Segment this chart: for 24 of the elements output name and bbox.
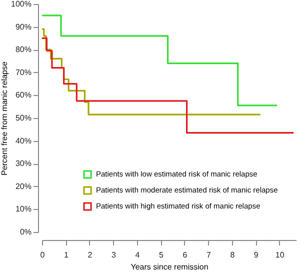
x-tick-label: 0 — [40, 250, 46, 260]
y-tick-label: 30% — [15, 159, 32, 168]
y-tick-label: 50% — [15, 114, 32, 122]
x-tick-label: 7 — [206, 250, 212, 260]
y-tick-label: 10% — [15, 204, 32, 214]
y-tick-label: 90% — [15, 22, 32, 32]
x-tick-label: 9 — [254, 250, 259, 260]
y-axis-title: Percent free from manic relapse — [0, 61, 10, 176]
y-tick-label: 0% — [20, 228, 32, 236]
x-tick-label: 3 — [111, 250, 116, 260]
y-tick-label: 60% — [15, 90, 32, 100]
x-tick-label: 6 — [182, 250, 188, 260]
y-tick-label: 20% — [15, 182, 32, 191]
x-axis-title: Years since remission — [130, 262, 208, 272]
y-tick-label: 100% — [11, 0, 32, 8]
x-tick-label: 2 — [88, 250, 93, 260]
x-tick-label: 5 — [158, 250, 164, 260]
x-tick-label: 4 — [135, 250, 140, 260]
x-tick-label: 8 — [230, 250, 236, 260]
x-tick-label: 1 — [64, 250, 70, 260]
y-tick-label: 40% — [15, 136, 32, 146]
x-tick-label: 10 — [275, 250, 285, 260]
y-tick-label: 70% — [15, 68, 32, 77]
y-tick-label: 80% — [15, 45, 32, 54]
